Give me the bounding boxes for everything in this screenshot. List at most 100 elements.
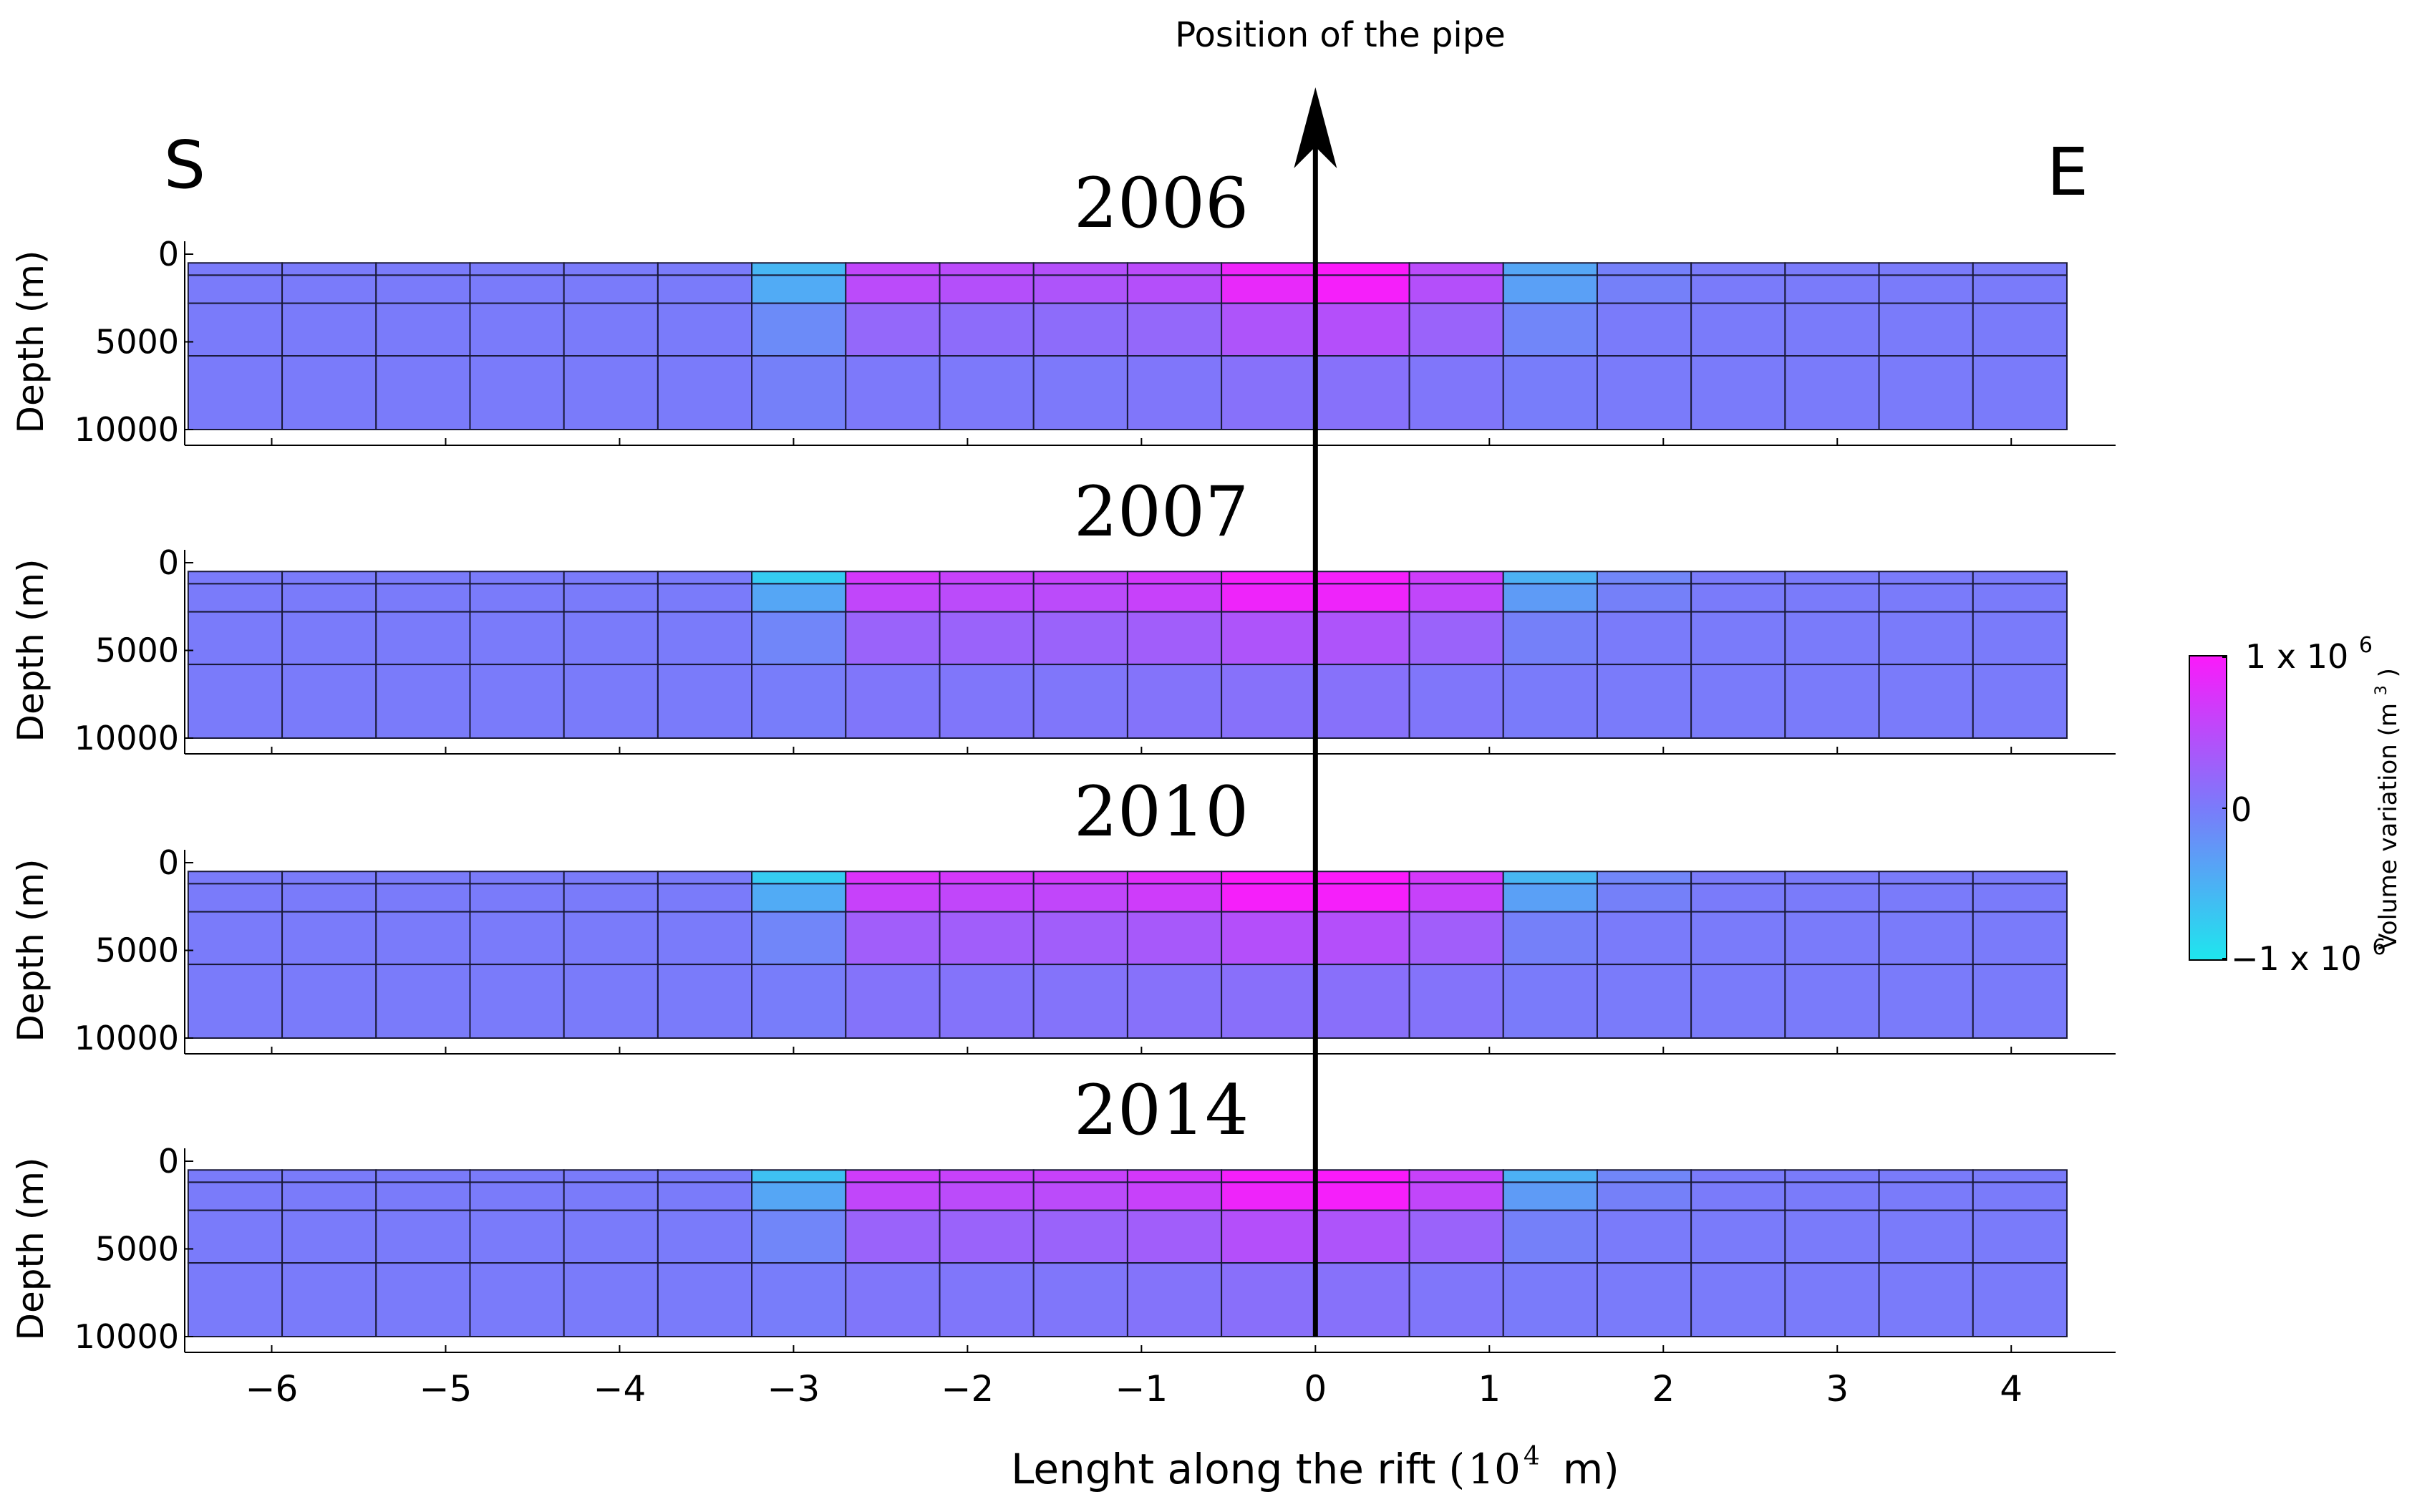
heatmap-cell	[1784, 1169, 1880, 1183]
heatmap-cell	[939, 274, 1035, 304]
heatmap-cell	[1221, 964, 1317, 1039]
east-label: E	[2047, 134, 2088, 210]
heatmap-cell	[1502, 964, 1598, 1039]
heatmap-cell	[563, 1209, 659, 1264]
heatmap-cell	[1596, 571, 1692, 585]
heatmap-cell	[751, 611, 847, 666]
heatmap-cell	[845, 883, 941, 913]
heatmap-cell	[1221, 355, 1317, 431]
heatmap-cell	[657, 611, 753, 666]
heatmap-cell	[375, 964, 471, 1039]
heatmap-cell	[657, 664, 753, 739]
heatmap-cell	[187, 611, 284, 666]
heatmap-cell	[1972, 871, 2068, 885]
heatmap-cell	[1878, 911, 1974, 966]
pipe-position-arrowhead	[1294, 87, 1337, 168]
heatmap-cell	[657, 274, 753, 304]
heatmap-cell	[1878, 871, 1974, 885]
heatmap-cell	[657, 871, 753, 885]
heatmap-cell	[1126, 1209, 1223, 1264]
heatmap-cell	[281, 1181, 377, 1211]
heatmap-cell	[1314, 1209, 1410, 1264]
heatmap-cell	[1502, 262, 1598, 276]
heatmap-cell	[1878, 611, 1974, 666]
heatmap-cell	[375, 1262, 471, 1337]
heatmap-cell	[751, 964, 847, 1039]
heatmap-cell	[375, 871, 471, 885]
heatmap-cell	[375, 571, 471, 585]
heatmap-cell	[375, 274, 471, 304]
heatmap-cell	[187, 262, 284, 276]
heatmap-cell	[1032, 664, 1128, 739]
heatmap-cell	[1690, 911, 1786, 966]
heatmap-cell	[281, 1169, 377, 1183]
heatmap-cell	[1032, 571, 1128, 585]
heatmap-cell	[375, 355, 471, 431]
x-tick-labels: −6 −5 −4 −3 −2 −1 0 1 2 3 4	[246, 1368, 2023, 1410]
heatmap-cell	[1032, 262, 1128, 276]
heatmap-cell	[469, 911, 565, 966]
heatmap-cell	[469, 664, 565, 739]
heatmap-cell	[1596, 302, 1692, 357]
heatmap-cell	[939, 302, 1035, 357]
heatmap-cell	[657, 583, 753, 613]
heatmap-cell	[1596, 911, 1692, 966]
heatmap-cell	[1596, 664, 1692, 739]
heatmap-cell	[563, 583, 659, 613]
heatmap-cell	[657, 262, 753, 276]
heatmap-cell	[1408, 274, 1504, 304]
heatmap-cell	[1596, 871, 1692, 885]
heatmap-cell	[845, 664, 941, 739]
y-tick-label: 10000	[74, 719, 179, 757]
colorbar-title: Volume variation (m 3 )	[2364, 668, 2403, 950]
heatmap-cell	[1032, 964, 1128, 1039]
colorbar-label-min: −1 x 10 6	[2231, 935, 2386, 978]
heatmap-cell	[751, 355, 847, 431]
heatmap-cell	[1408, 883, 1504, 913]
heatmap-cell	[1596, 583, 1692, 613]
heatmap-cell	[563, 274, 659, 304]
heatmap-cell	[1126, 262, 1223, 276]
heatmap-cell	[1596, 1181, 1692, 1211]
heatmap-cell	[1690, 571, 1786, 585]
south-label: S	[164, 127, 205, 203]
heatmap-cell	[281, 302, 377, 357]
heatmap-cell	[1408, 611, 1504, 666]
heatmap-cell	[563, 302, 659, 357]
heatmap-cell	[187, 571, 284, 585]
heatmap-cell	[657, 355, 753, 431]
heatmap-cell	[1972, 1181, 2068, 1211]
heatmap-cell	[1784, 871, 1880, 885]
heatmap-cell	[281, 274, 377, 304]
heatmap-cell	[1784, 1209, 1880, 1264]
heatmap-cell	[1690, 1209, 1786, 1264]
heatmap-cell	[751, 1169, 847, 1183]
heatmap-cell	[1502, 664, 1598, 739]
heatmap-cell	[1878, 262, 1974, 276]
heatmap-cell	[1502, 871, 1598, 885]
heatmap-cell	[187, 911, 284, 966]
heatmap-cell	[1126, 664, 1223, 739]
x-axis-unit-base: 10	[1468, 1445, 1521, 1493]
heatmap-cell	[1032, 911, 1128, 966]
heatmap-cell	[845, 274, 941, 304]
heatmap-cell	[939, 664, 1035, 739]
heatmap-cell	[751, 664, 847, 739]
heatmap-cell	[845, 355, 941, 431]
colorbar-title-exp: 3	[2373, 685, 2391, 695]
heatmap-cell	[1690, 964, 1786, 1039]
heatmap-cell	[1784, 1262, 1880, 1337]
heatmap-cell	[845, 583, 941, 613]
heatmap-cell	[845, 1181, 941, 1211]
heatmap-cell	[751, 883, 847, 913]
heatmap-cell	[375, 302, 471, 357]
heatmap-cell	[657, 883, 753, 913]
heatmap-cell	[1221, 262, 1317, 276]
y-axis-label: Depth (m)	[10, 559, 52, 742]
colorbar-label-min-exp: 6	[2372, 935, 2386, 960]
heatmap-cell	[469, 302, 565, 357]
heatmap-cell	[469, 583, 565, 613]
heatmap-cell	[1408, 571, 1504, 585]
heatmap-cell	[281, 583, 377, 613]
